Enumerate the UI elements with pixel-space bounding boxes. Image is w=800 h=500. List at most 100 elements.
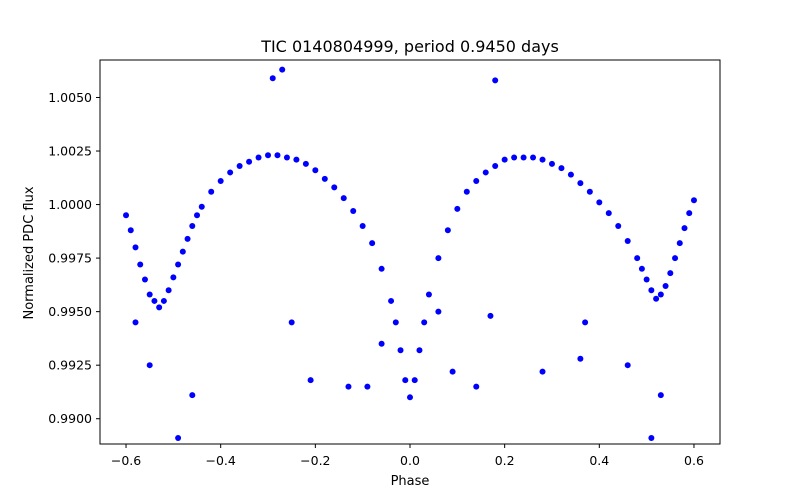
data-point xyxy=(605,210,612,217)
data-point xyxy=(473,383,480,390)
data-point xyxy=(690,197,697,204)
data-point xyxy=(511,154,518,161)
data-point xyxy=(463,188,470,195)
y-tick-label: 0.9950 xyxy=(48,304,92,319)
data-point xyxy=(577,180,584,187)
x-axis-label: Phase xyxy=(391,474,430,489)
data-point xyxy=(340,195,347,202)
data-point xyxy=(454,205,461,212)
data-point xyxy=(321,175,328,182)
x-tick-label: 0.2 xyxy=(495,453,515,468)
x-tick-label: 0.4 xyxy=(589,453,609,468)
x-tick-label: −0.6 xyxy=(111,453,141,468)
data-point xyxy=(392,319,399,326)
data-point xyxy=(624,237,631,244)
data-point xyxy=(686,210,693,217)
data-point xyxy=(364,383,371,390)
data-point xyxy=(283,154,290,161)
plot-frame xyxy=(99,59,721,445)
data-point xyxy=(397,347,404,354)
data-point xyxy=(127,227,134,234)
data-point xyxy=(279,66,286,73)
data-point xyxy=(667,270,674,277)
data-point xyxy=(194,212,201,219)
y-tick-label: 1.0050 xyxy=(48,90,92,105)
data-point xyxy=(648,435,655,441)
data-point xyxy=(269,75,276,82)
data-point xyxy=(255,154,262,161)
data-point xyxy=(624,362,631,369)
y-tick-label: 1.0025 xyxy=(48,144,92,159)
data-point xyxy=(227,169,234,176)
data-point xyxy=(634,255,641,262)
data-point xyxy=(487,312,494,319)
data-point xyxy=(501,156,508,163)
data-point xyxy=(156,304,163,311)
data-point xyxy=(236,163,243,170)
data-point xyxy=(435,308,442,315)
x-tick-label: 0.0 xyxy=(400,453,420,468)
data-point xyxy=(638,265,645,272)
data-point xyxy=(307,377,314,384)
data-point xyxy=(293,156,300,163)
data-point xyxy=(648,287,655,294)
data-point xyxy=(217,178,224,184)
x-tick-label: −0.4 xyxy=(206,453,236,468)
data-point xyxy=(151,297,158,304)
data-point xyxy=(141,276,148,283)
data-point xyxy=(416,347,423,354)
data-point xyxy=(175,435,182,441)
data-point xyxy=(146,291,153,298)
data-point xyxy=(482,169,489,176)
data-point xyxy=(388,297,395,304)
data-point xyxy=(676,240,683,247)
data-point xyxy=(165,287,172,294)
data-point xyxy=(492,77,499,84)
data-point xyxy=(184,235,191,242)
data-point xyxy=(435,255,442,262)
data-point xyxy=(492,163,499,170)
data-point xyxy=(539,156,546,163)
data-point xyxy=(657,392,664,399)
data-point xyxy=(407,394,413,401)
data-point xyxy=(530,154,537,161)
data-point xyxy=(132,319,139,326)
data-point xyxy=(672,255,679,262)
data-point xyxy=(208,188,215,195)
y-tick-label: 1.0000 xyxy=(48,197,92,212)
data-point xyxy=(369,240,376,247)
y-tick-label: 0.9975 xyxy=(48,251,92,266)
y-axis: 0.9900 0.9925 0.9950 0.9975 1.0000 1.0025 1.00… xyxy=(48,90,100,426)
data-point xyxy=(473,178,480,184)
chart-title: TIC 0140804999, period 0.9450 days xyxy=(260,37,559,56)
data-point xyxy=(345,383,352,390)
data-point xyxy=(137,261,144,268)
data-point xyxy=(132,244,139,251)
data-point xyxy=(274,152,281,159)
data-point xyxy=(520,154,527,161)
data-point xyxy=(189,392,196,399)
data-point xyxy=(615,222,622,229)
data-point xyxy=(657,291,664,298)
data-point xyxy=(189,222,196,229)
data-point xyxy=(548,160,555,167)
data-point xyxy=(411,377,418,384)
data-point xyxy=(288,319,295,326)
data-point xyxy=(402,377,409,384)
data-point xyxy=(582,319,589,326)
data-point xyxy=(586,188,593,195)
data-point xyxy=(146,362,153,369)
data-point xyxy=(350,207,357,214)
data-point xyxy=(539,368,546,375)
data-point xyxy=(170,274,177,281)
x-tick-label: −0.2 xyxy=(300,453,330,468)
data-point xyxy=(198,203,205,210)
y-tick-label: 0.9900 xyxy=(48,411,92,426)
data-point xyxy=(567,171,574,178)
data-point xyxy=(175,261,182,268)
data-point xyxy=(449,368,456,375)
x-axis: −0.6 −0.4 −0.2 0.0 0.2 0.4 0.6 xyxy=(111,444,704,468)
data-point xyxy=(378,265,385,272)
data-point xyxy=(179,248,186,255)
data-point xyxy=(331,184,338,191)
